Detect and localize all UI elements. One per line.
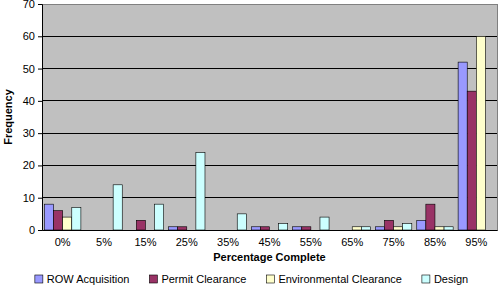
legend-label: Environmental Clearance <box>278 273 402 285</box>
tick-mark <box>38 165 42 166</box>
bar <box>279 224 288 230</box>
tick-label: 15% <box>134 236 156 248</box>
grid-line <box>42 133 497 134</box>
x-axis-title: Percentage Complete <box>213 251 325 263</box>
tick-label: 0% <box>55 236 71 248</box>
axis-line <box>38 5 43 231</box>
legend-item: Permit Clearance <box>149 273 246 285</box>
tick: 5% <box>96 230 112 248</box>
grid-line <box>42 100 497 101</box>
tick-mark <box>38 198 42 199</box>
x-axis: 0% 5% 15% 25% 35% 45% 55% 65% 75% 85% 95% <box>43 230 498 248</box>
tick-label: 70 <box>23 0 35 10</box>
tick: 15% <box>134 230 156 248</box>
tick-label: 65% <box>341 236 363 248</box>
tick-mark <box>38 230 42 231</box>
tick-mark <box>38 4 42 5</box>
bar <box>417 220 426 230</box>
tick-label: 20 <box>23 159 35 171</box>
legend-swatch <box>149 275 157 283</box>
legend: ROW Acquisition Permit Clearance Environme… <box>35 273 468 285</box>
tick: 40 <box>23 95 42 107</box>
bar <box>476 36 485 230</box>
series <box>63 36 486 230</box>
y-axis: 0 10 20 30 40 50 60 70 <box>23 0 43 236</box>
plot: 0 10 20 30 40 50 60 70 0% 5% 15% 25% 35% 45% 55% 65% 75%… <box>23 0 498 248</box>
bar <box>113 185 122 230</box>
chart: 0 10 20 30 40 50 60 70 0% 5% 15% 25% 35% 45% 55% 65% 75%… <box>0 0 503 289</box>
tick-label: 95% <box>465 236 487 248</box>
tick-label: 10 <box>23 192 35 204</box>
tick: 65% <box>341 230 363 248</box>
tick: 0% <box>55 230 71 248</box>
bar <box>54 211 63 230</box>
tick: 50 <box>23 63 42 75</box>
bar <box>320 217 329 230</box>
legend-swatch <box>266 275 274 283</box>
tick: 30 <box>23 127 42 139</box>
tick: 10 <box>23 192 42 204</box>
tick-mark <box>38 133 42 134</box>
bar <box>136 220 145 230</box>
tick: 70 <box>23 0 42 10</box>
grid-line <box>42 36 497 37</box>
bar <box>426 204 435 230</box>
tick-label: 85% <box>424 236 446 248</box>
tick: 0 <box>29 224 42 236</box>
plot-background <box>42 4 497 230</box>
legend-item: ROW Acquisition <box>35 273 130 285</box>
tick: 20 <box>23 159 42 171</box>
bar <box>196 153 205 230</box>
tick-label: 40 <box>23 95 35 107</box>
tick-label: 25% <box>176 236 198 248</box>
grid-line <box>42 197 497 198</box>
tick: 55% <box>300 230 322 248</box>
tick-label: 60 <box>23 30 35 42</box>
tick-label: 50 <box>23 63 35 75</box>
bar <box>458 62 467 230</box>
bar <box>63 217 72 230</box>
tick: 85% <box>424 230 446 248</box>
legend-item: Environmental Clearance <box>266 273 402 285</box>
legend-label: Design <box>434 273 468 285</box>
bar <box>44 204 53 230</box>
tick-label: 5% <box>96 236 112 248</box>
series <box>72 153 453 230</box>
y-axis-title: Frequency <box>2 88 14 145</box>
bar <box>72 207 81 230</box>
tick-label: 35% <box>217 236 239 248</box>
bars <box>44 36 485 230</box>
tick: 25% <box>176 230 198 248</box>
tick-label: 55% <box>300 236 322 248</box>
tick-mark <box>38 101 42 102</box>
tick-label: 0 <box>29 224 35 236</box>
tick-label: 30 <box>23 127 35 139</box>
series <box>54 91 477 230</box>
legend-label: Permit Clearance <box>161 273 246 285</box>
legend-label: ROW Acquisition <box>47 273 130 285</box>
legend-item: Design <box>422 273 468 285</box>
tick-label: 75% <box>383 236 405 248</box>
series <box>44 62 467 230</box>
tick: 60 <box>23 30 42 42</box>
bar <box>403 224 412 230</box>
tick: 95% <box>465 230 487 248</box>
tick: 35% <box>217 230 239 248</box>
plot-frame <box>42 4 497 230</box>
grid <box>42 4 497 230</box>
bar <box>237 214 246 230</box>
tick-mark <box>38 36 42 37</box>
tick: 45% <box>258 230 280 248</box>
legend-swatch <box>35 275 43 283</box>
bar <box>467 91 476 230</box>
tick: 75% <box>383 230 405 248</box>
legend-swatch <box>422 275 430 283</box>
tick-label: 45% <box>258 236 280 248</box>
bar <box>155 204 164 230</box>
grid-line <box>42 68 497 69</box>
tick-mark <box>38 69 42 70</box>
axis-line <box>43 230 498 231</box>
grid-line <box>42 165 497 166</box>
bar <box>384 220 393 230</box>
